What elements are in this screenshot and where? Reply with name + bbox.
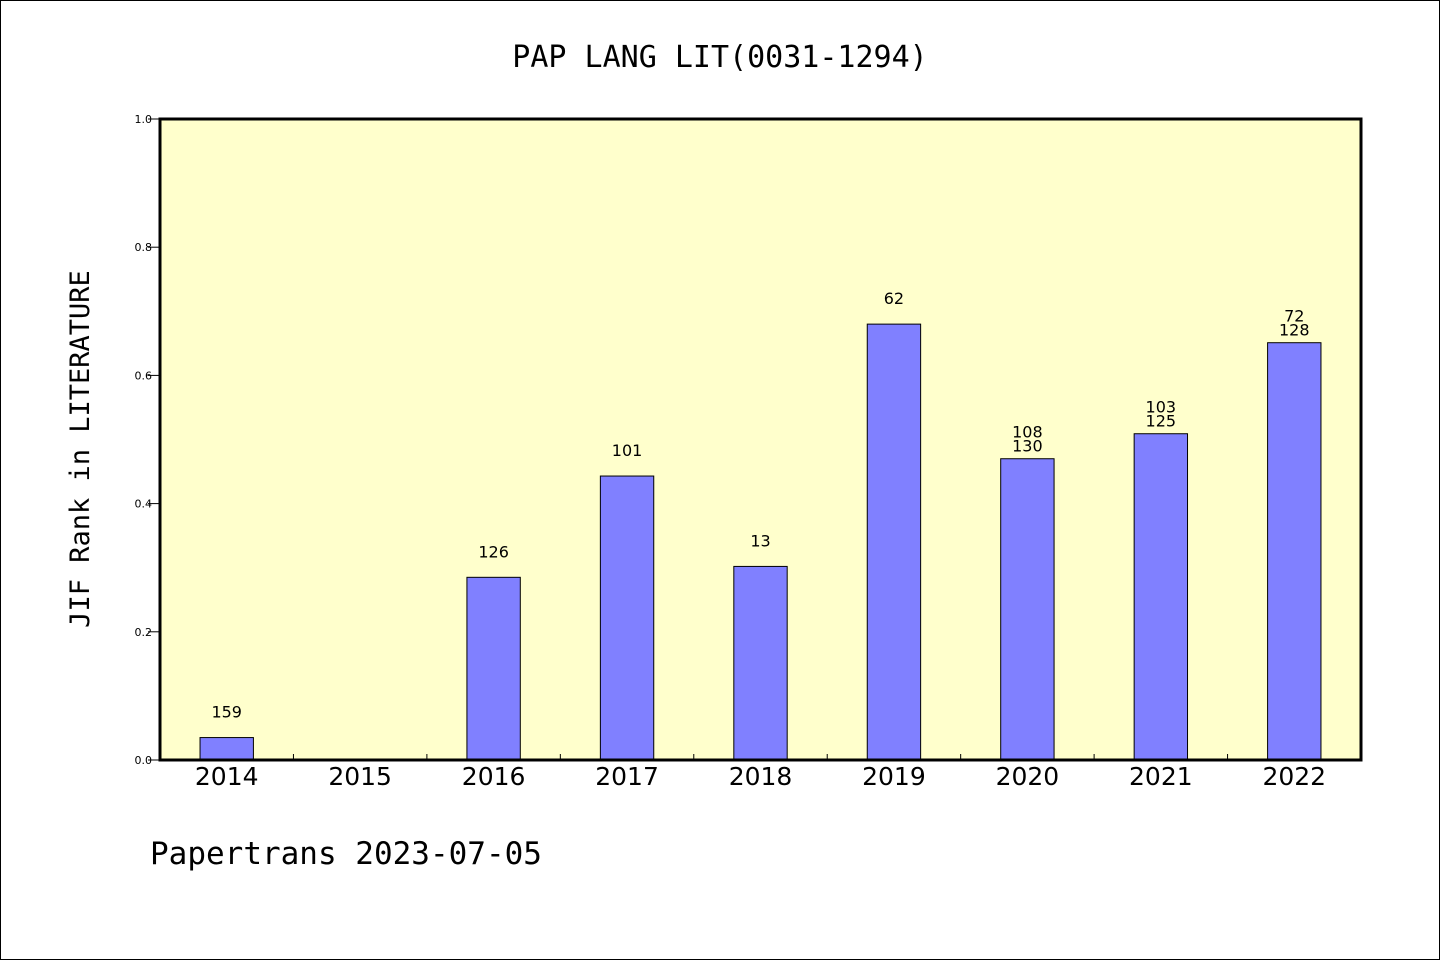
- y-axis: 0.0 0.2 0.4 0.6 0.8 1.0: [135, 113, 160, 767]
- bar-value-label: 13: [750, 531, 770, 550]
- y-tick-label: 1.0: [135, 113, 153, 126]
- x-tick-label: 2020: [996, 762, 1060, 791]
- x-axis: 2014 2015 2016 2017 2018 2019 2020 2021 2022: [195, 754, 1326, 791]
- bar-value-label: 126: [478, 542, 509, 561]
- x-tick-label: 2014: [195, 762, 259, 791]
- x-tick-label: 2021: [1129, 762, 1193, 791]
- bar-value-label: 130: [1012, 437, 1043, 456]
- bar-value-label: 159: [211, 703, 242, 722]
- y-tick-label: 0.8: [135, 241, 153, 254]
- bar-value-label: 62: [884, 289, 904, 308]
- x-tick-label: 2016: [462, 762, 526, 791]
- bar-2016: [466, 576, 521, 761]
- bar-2022: [1267, 342, 1322, 761]
- bar-2021: [1133, 433, 1189, 761]
- y-tick-label: 0.2: [135, 626, 153, 639]
- y-axis-label: JIF Rank in LITERATURE: [65, 270, 96, 628]
- bar-value-label: 128: [1279, 321, 1310, 340]
- plot-border: [158, 117, 1363, 762]
- x-tick-label: 2017: [595, 762, 659, 791]
- bar-2018: [733, 565, 788, 761]
- x-tick-label: 2022: [1262, 762, 1326, 791]
- y-tick-label: 0.4: [135, 498, 153, 511]
- bars-layer: [199, 323, 1322, 761]
- chart-title: PAP LANG LIT(0031-1294): [512, 40, 927, 75]
- x-tick-label: 2019: [862, 762, 926, 791]
- bar-2014: [199, 737, 254, 761]
- bar-value-label: 101: [612, 441, 643, 460]
- footer-credit: Papertrans 2023-07-05: [150, 836, 542, 872]
- bar-value-label: 103: [1146, 398, 1177, 417]
- y-tick-label: 0.0: [135, 754, 153, 767]
- y-tick-label: 0.6: [135, 369, 153, 382]
- bar-value-label: 72: [1284, 307, 1304, 326]
- x-tick-label: 2018: [729, 762, 793, 791]
- bar-value-label: 125: [1146, 412, 1177, 431]
- bar-2017: [599, 475, 655, 761]
- bar-2019: [866, 323, 922, 761]
- bar-2020: [1000, 458, 1055, 761]
- x-tick-label: 2015: [328, 762, 392, 791]
- bar-value-label: 108: [1012, 423, 1043, 442]
